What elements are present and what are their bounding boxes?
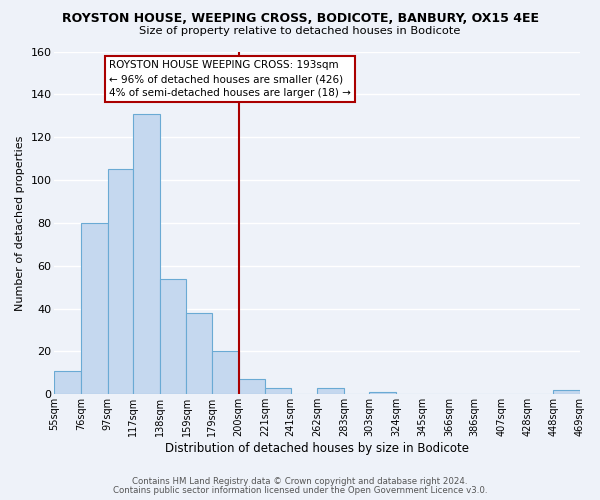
Text: Contains HM Land Registry data © Crown copyright and database right 2024.: Contains HM Land Registry data © Crown c… — [132, 477, 468, 486]
Bar — [212, 352, 239, 395]
Text: ROYSTON HOUSE, WEEPING CROSS, BODICOTE, BANBURY, OX15 4EE: ROYSTON HOUSE, WEEPING CROSS, BODICOTE, … — [62, 12, 539, 26]
Bar — [187, 313, 212, 394]
Text: Size of property relative to detached houses in Bodicote: Size of property relative to detached ho… — [139, 26, 461, 36]
Bar — [55, 370, 81, 394]
Text: Contains public sector information licensed under the Open Government Licence v3: Contains public sector information licen… — [113, 486, 487, 495]
Text: ROYSTON HOUSE WEEPING CROSS: 193sqm
← 96% of detached houses are smaller (426)
4: ROYSTON HOUSE WEEPING CROSS: 193sqm ← 96… — [109, 60, 351, 98]
Bar — [369, 392, 396, 394]
Bar — [239, 380, 265, 394]
Bar — [160, 278, 187, 394]
Bar — [553, 390, 580, 394]
X-axis label: Distribution of detached houses by size in Bodicote: Distribution of detached houses by size … — [165, 442, 469, 455]
Bar — [317, 388, 344, 394]
Bar — [133, 114, 160, 394]
Bar — [108, 170, 133, 394]
Bar — [265, 388, 290, 394]
Bar — [81, 223, 108, 394]
Y-axis label: Number of detached properties: Number of detached properties — [15, 135, 25, 310]
